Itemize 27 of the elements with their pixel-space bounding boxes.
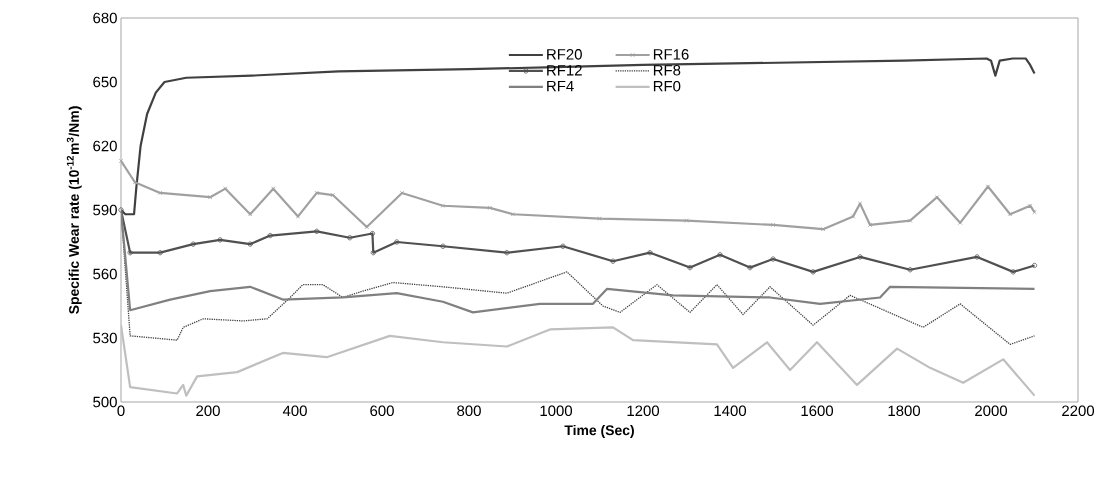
x-tick-label: 1000 [540,405,573,417]
x-tick-label: 1800 [888,405,921,417]
legend-label: RF12 [547,64,582,76]
x-tick-label: 600 [370,405,394,417]
x-tick-label: 2200 [1062,405,1095,417]
x-axis-title: Time (Sec) [564,424,634,438]
legend-label: RF0 [653,80,681,92]
x-tick-label: 1200 [627,405,660,417]
x-tick-label: 800 [457,405,481,417]
legend-label: RF20 [547,49,582,60]
legend-label: RF4 [547,80,574,92]
y-tick-label: 560 [93,268,117,280]
x-tick-label: 1600 [801,405,834,417]
y-tick-label: 680 [93,12,117,24]
y-tick-label: 590 [93,204,117,216]
y-axis-title: Specific Wear rate (10$^{-12}$m$^{3}$/Nm) [66,106,82,314]
x-tick-label: 400 [282,405,307,417]
x-tick-label: 0 [117,405,125,417]
x-tick-label: 200 [196,405,220,417]
y-tick-label: 650 [93,76,117,88]
x-tick-label: 2000 [975,405,1008,417]
y-tick-label: 620 [93,140,117,152]
legend-label: RF8 [653,64,681,76]
y-tick-label: 500 [93,396,117,408]
legend-label: RF16 [653,49,689,60]
y-tick-label: 530 [93,332,117,344]
x-tick-label: 1400 [714,405,747,417]
